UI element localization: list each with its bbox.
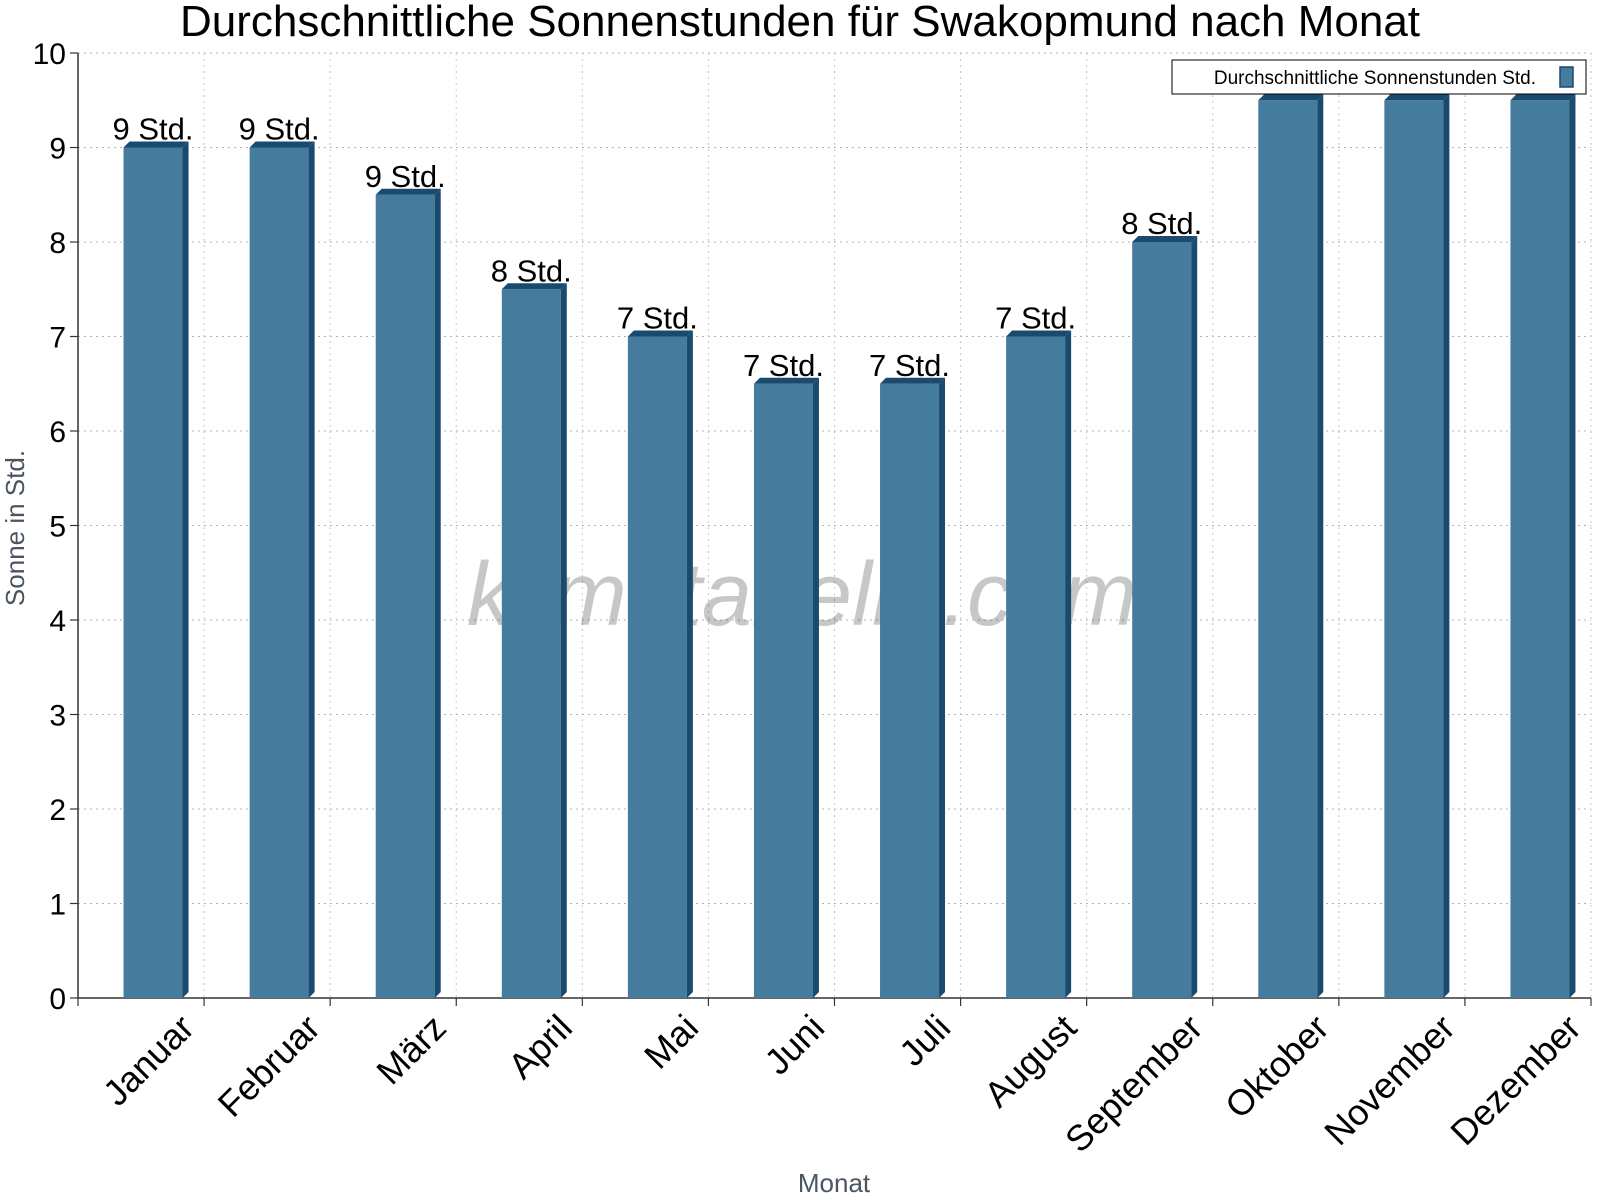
bar-september <box>1132 236 1198 998</box>
bar-dezember <box>1510 94 1576 998</box>
legend-swatch <box>1559 66 1574 88</box>
bar-side <box>686 330 693 998</box>
x-tick-label-august: August <box>976 1007 1084 1115</box>
bar-front <box>627 336 687 998</box>
bar-side <box>560 283 567 998</box>
data-label-juli: 7 Std. <box>869 348 950 383</box>
bar-front <box>501 289 561 998</box>
bar-front <box>1132 242 1192 998</box>
bar-februar <box>249 141 315 998</box>
x-tick-label-april: April <box>500 1007 580 1087</box>
bar-front <box>123 147 183 998</box>
x-tick-label-oktober: Oktober <box>1217 1007 1337 1127</box>
bar-side <box>1443 94 1450 998</box>
bar-front <box>1006 336 1066 998</box>
bar-side <box>939 377 946 998</box>
data-label-februar: 9 Std. <box>239 112 320 147</box>
bar-side <box>1569 94 1576 998</box>
y-tick-label: 9 <box>49 133 66 166</box>
bar-top <box>123 141 189 148</box>
axes <box>70 52 1592 1006</box>
bar-front <box>249 147 309 998</box>
bar-top <box>1510 94 1576 101</box>
bar-märz <box>375 188 441 998</box>
y-axis-title: Sonne in Std. <box>0 450 30 606</box>
bar-front <box>375 194 435 998</box>
bar-front <box>753 383 813 998</box>
bar-top <box>880 377 946 384</box>
y-tick-label: 7 <box>49 322 66 355</box>
bar-juni <box>753 377 819 998</box>
bar-august <box>1006 330 1072 998</box>
chart-title: Durchschnittliche Sonnenstunden für Swak… <box>180 0 1420 46</box>
bar-side <box>308 141 315 998</box>
bar-side <box>1317 94 1324 998</box>
bar-side <box>812 377 819 998</box>
x-tick-label-juni: Juni <box>756 1007 832 1083</box>
bar-top <box>1006 330 1072 337</box>
bar-top <box>753 377 819 384</box>
bar-top <box>1132 236 1198 242</box>
y-tick-label: 0 <box>49 983 66 1016</box>
x-tick-label-dezember: Dezember <box>1442 1007 1588 1153</box>
y-tick-label: 8 <box>49 227 66 260</box>
bars <box>123 94 1576 998</box>
bar-mai <box>627 330 693 998</box>
data-label-august: 7 Std. <box>995 301 1076 336</box>
bar-top <box>1384 94 1450 101</box>
x-tick-labels: Januar Februar März April Mai Juni Juli AugustS… <box>95 1007 1589 1161</box>
data-label-juni: 7 Std. <box>743 348 824 383</box>
x-tick-label-september: September <box>1057 1007 1211 1161</box>
x-axis-title: Monat <box>798 1168 871 1198</box>
bar-side <box>434 188 441 998</box>
bar-top <box>1258 94 1324 101</box>
x-tick-label-juli: Juli <box>891 1007 958 1074</box>
data-label-januar: 9 Std. <box>113 112 194 147</box>
x-tick-label-februar: Februar <box>210 1007 328 1125</box>
bar-front <box>1510 100 1570 998</box>
bar-side <box>1191 236 1198 998</box>
bar-oktober <box>1258 94 1324 998</box>
legend-label: Durchschnittliche Sonnenstunden Std. <box>1214 68 1536 89</box>
bar-front <box>1258 100 1318 998</box>
bar-front <box>880 383 940 998</box>
y-tick-label: 10 <box>33 38 66 71</box>
y-tick-label: 6 <box>49 416 66 449</box>
bar-top <box>501 283 567 290</box>
data-label-mai: 7 Std. <box>617 301 698 336</box>
bar-side <box>1065 330 1072 998</box>
bar-november <box>1384 94 1450 998</box>
bar-april <box>501 283 567 998</box>
y-tick-labels: 0 1 2 3 4 5 6 7 8 9 10 <box>33 38 66 1016</box>
y-tick-label: 1 <box>49 889 66 922</box>
y-tick-label: 2 <box>49 794 66 827</box>
legend-box <box>1171 59 1587 95</box>
legend: Durchschnittliche Sonnenstunden Std. <box>1171 59 1587 95</box>
bar-top <box>627 330 693 337</box>
x-tick-label-märz: März <box>368 1007 454 1093</box>
data-label-april: 8 Std. <box>491 253 572 288</box>
bar-top <box>375 188 441 195</box>
y-tick-label: 5 <box>49 511 66 544</box>
gridlines <box>78 52 1592 998</box>
bar-juli <box>880 377 946 998</box>
x-tick-label-november: November <box>1316 1007 1462 1153</box>
bar-front <box>1384 100 1444 998</box>
bar-januar <box>123 141 189 998</box>
bar-side <box>182 141 189 998</box>
bar-top <box>249 141 315 148</box>
y-tick-label: 3 <box>49 700 66 733</box>
x-tick-label-januar: Januar <box>95 1007 202 1114</box>
data-label-september: 8 Std. <box>1121 206 1202 241</box>
data-labels: 9 Std. 9 Std. 9 Std. 8 Std. 7 Std. 7 Std. 7 St… <box>113 112 1203 383</box>
x-tick-label-mai: Mai <box>636 1007 706 1077</box>
data-label-märz: 9 Std. <box>365 159 446 194</box>
y-tick-label: 4 <box>49 605 66 638</box>
